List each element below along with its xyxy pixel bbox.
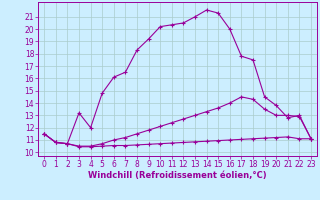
X-axis label: Windchill (Refroidissement éolien,°C): Windchill (Refroidissement éolien,°C): [88, 171, 267, 180]
